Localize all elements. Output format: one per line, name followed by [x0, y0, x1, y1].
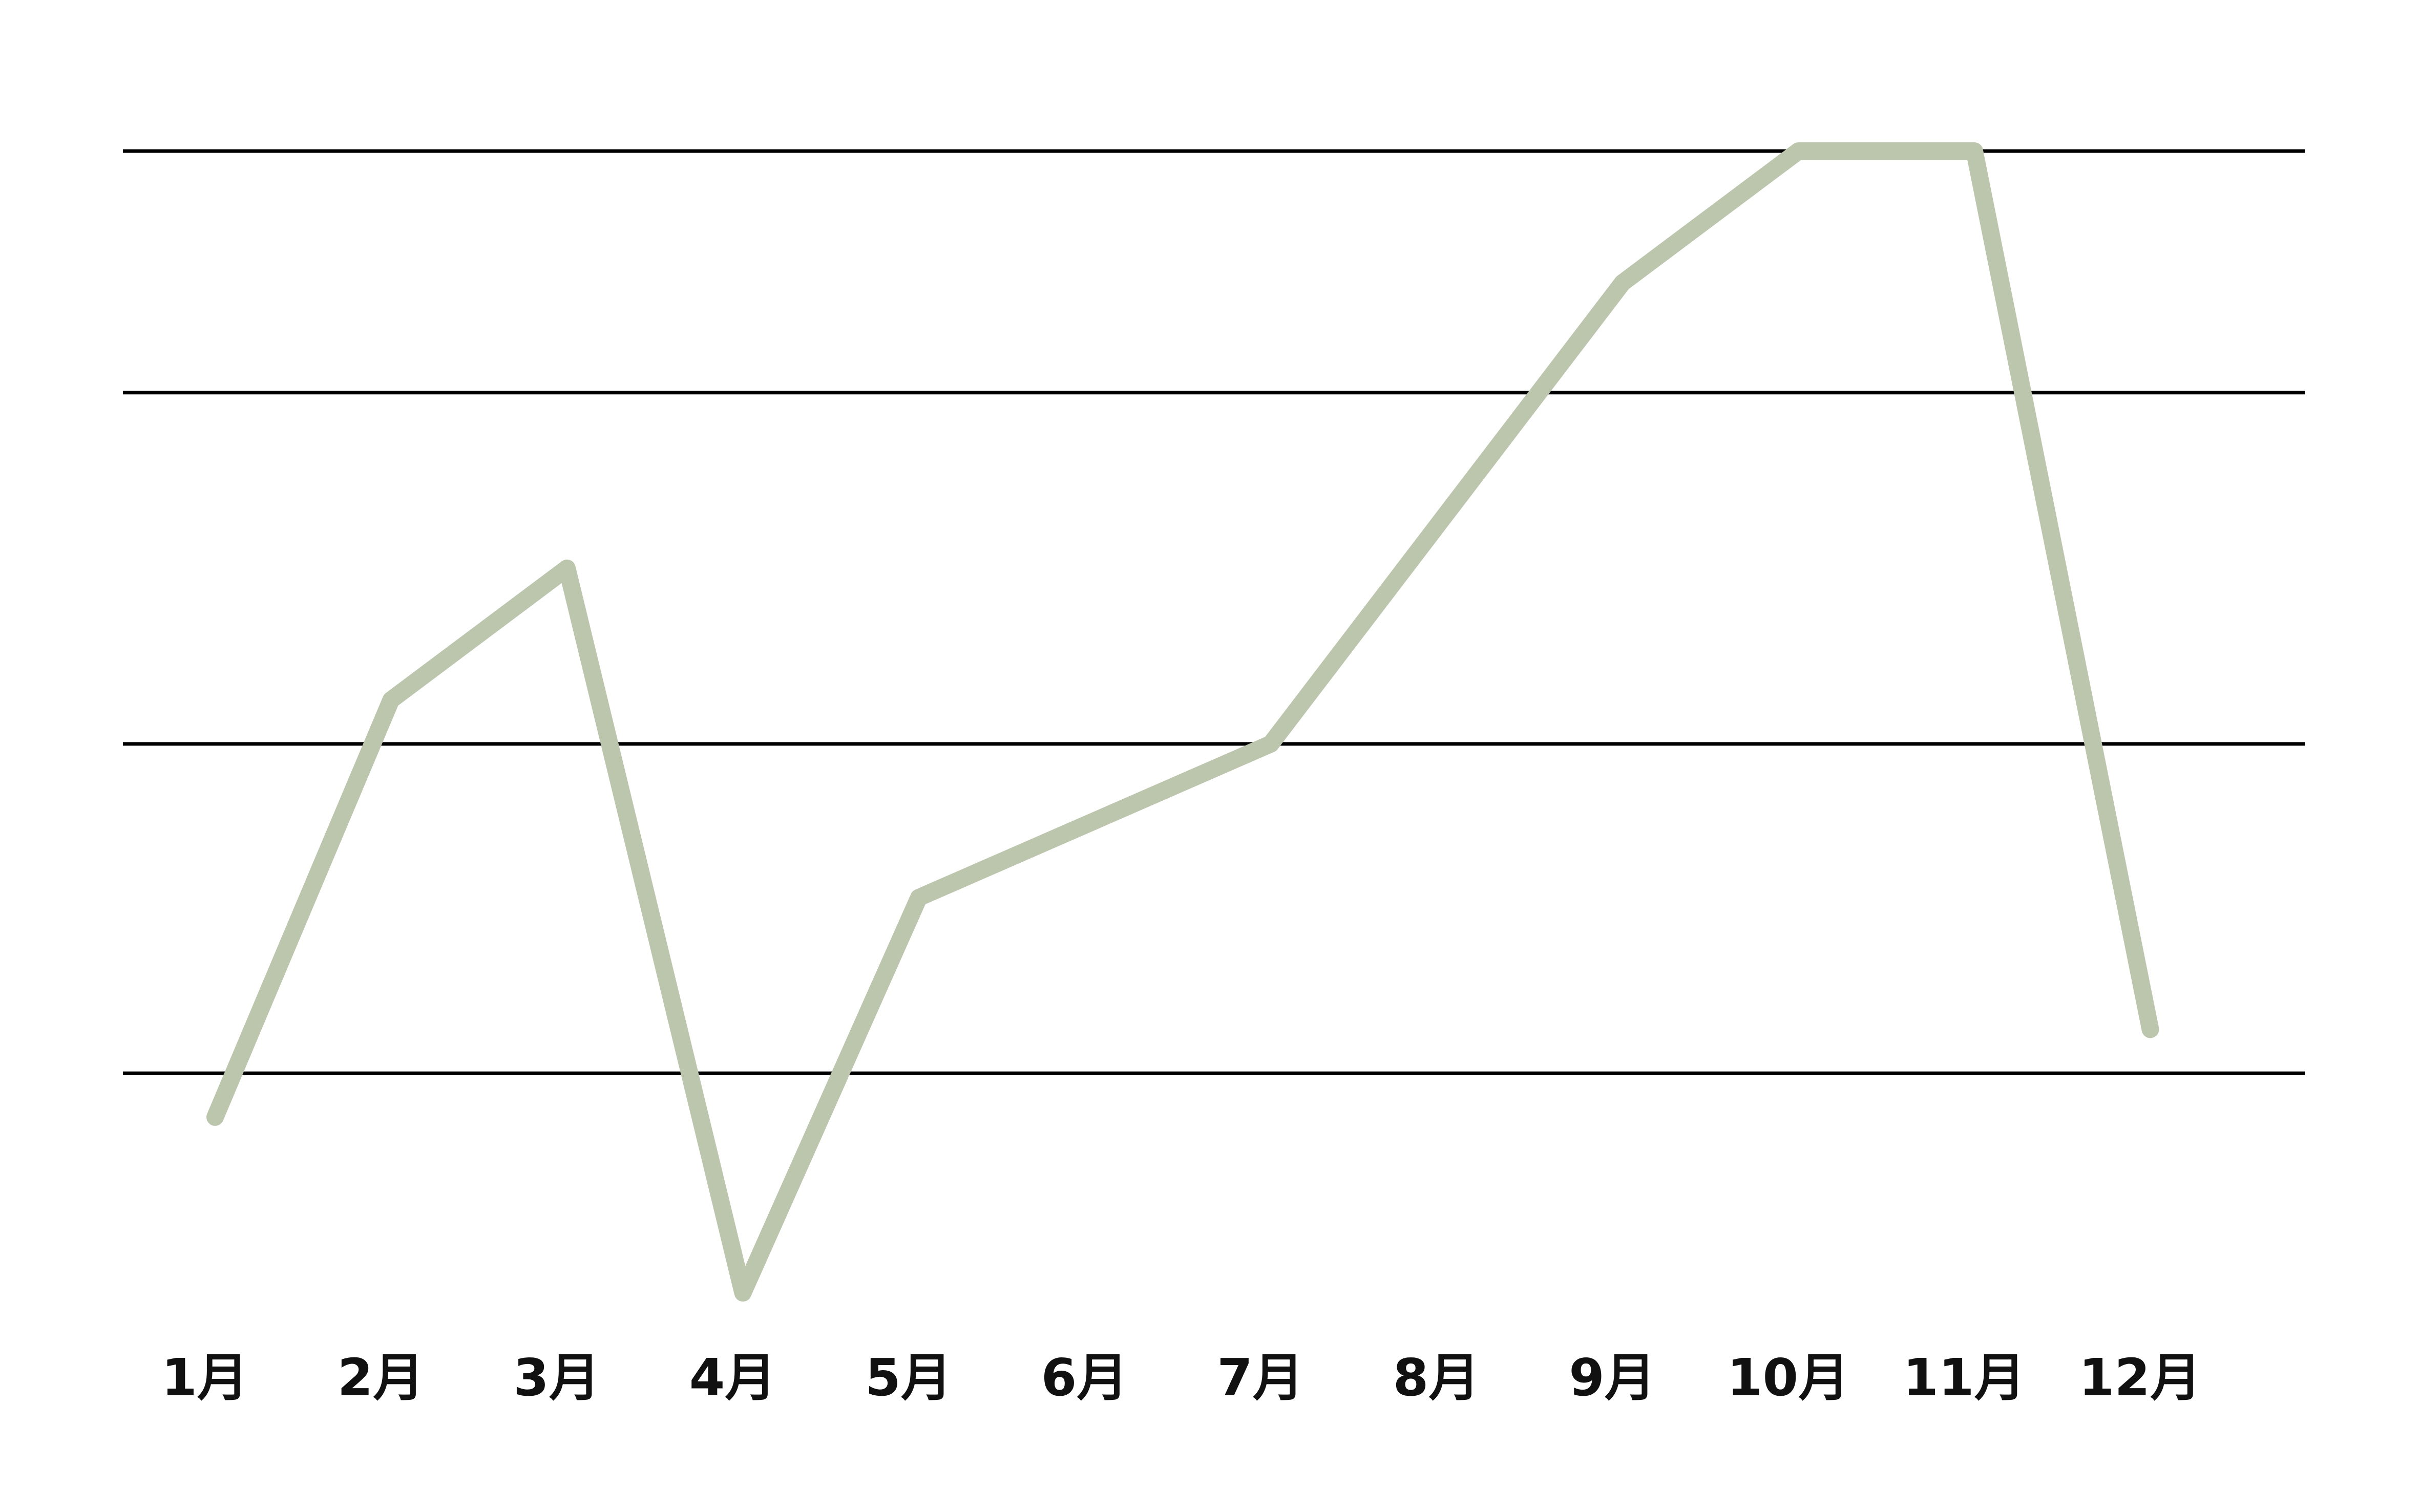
- x-tick-label: 1月: [161, 1348, 248, 1408]
- x-tick-label: 4月: [689, 1348, 776, 1408]
- x-axis-tick-labels: 1月 2月 3月 4月 5月 6月 7月 8月 9月 10月 11月 12月: [161, 1348, 2201, 1408]
- gridlines: [123, 149, 2305, 1075]
- x-tick-label: 3月: [513, 1348, 600, 1408]
- x-tick-label: 8月: [1393, 1348, 1480, 1408]
- x-tick-label: 7月: [1217, 1348, 1304, 1408]
- x-tick-label: 2月: [338, 1348, 425, 1408]
- x-tick-label: 12月: [2079, 1348, 2201, 1408]
- series-line-1: [206, 142, 2159, 1302]
- x-tick-label: 6月: [1041, 1348, 1128, 1408]
- x-tick-label: 5月: [865, 1348, 952, 1408]
- x-tick-label: 10月: [1727, 1348, 1849, 1408]
- x-tick-label: 9月: [1569, 1348, 1656, 1408]
- x-tick-label: 11月: [1903, 1348, 2025, 1408]
- series-layer: [206, 142, 2159, 1302]
